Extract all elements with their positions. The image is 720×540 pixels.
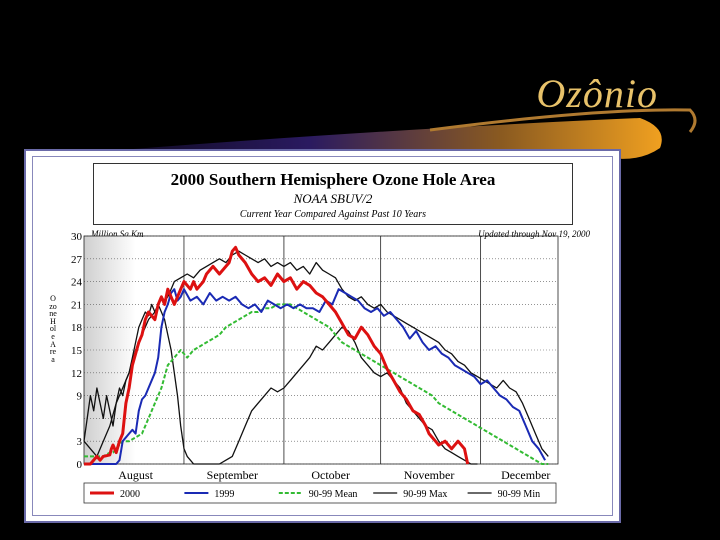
units-label: Million Sq Km — [91, 229, 144, 239]
y-tick-label: 18 — [71, 322, 83, 334]
legend-label: 90-99 Mean — [309, 489, 358, 500]
slide-title: Ozônio — [536, 71, 658, 116]
chart-title: 2000 Southern Hemisphere Ozone Hole Area — [170, 170, 496, 189]
plot-shading — [84, 236, 136, 464]
y-tick-label: 27 — [71, 254, 83, 266]
x-tick-label: November — [404, 468, 455, 482]
x-tick-label: October — [311, 468, 350, 482]
chart-title-box: 2000 Southern Hemisphere Ozone Hole Area… — [93, 163, 573, 225]
legend-label: 2000 — [120, 489, 140, 500]
chart-plot: 0 3 9 12 15 18 21 24 27 30 August September October N… — [71, 231, 559, 504]
x-tick-label: September — [207, 468, 258, 482]
chart-subtitle: NOAA SBUV/2 — [293, 191, 373, 206]
chart-frame: 2000 Southern Hemisphere Ozone Hole Area… — [32, 156, 613, 516]
legend-label: 1999 — [214, 489, 234, 500]
y-axis-label: Ozone Hole Area — [49, 294, 57, 364]
y-tick-label: 0 — [77, 459, 83, 471]
series-line-90-99-mean — [84, 303, 549, 465]
x-tick-label: August — [118, 468, 153, 482]
y-tick-label: 21 — [71, 299, 82, 311]
legend-box — [83, 482, 557, 504]
chart-subtitle-2: Current Year Compared Against Past 10 Ye… — [239, 209, 427, 220]
y-tick-label: 15 — [71, 345, 83, 357]
series-line-90-99-max — [83, 250, 549, 458]
x-tick-label: December — [501, 468, 550, 482]
y-tick-label: 3 — [77, 436, 83, 448]
series-line-2000 — [84, 245, 470, 466]
legend-label: 90-99 Max — [403, 489, 447, 500]
chart-figure: 2000 Southern Hemisphere Ozone Hole Area… — [24, 149, 621, 523]
series-line-1999 — [84, 288, 546, 465]
y-tick-label: 24 — [71, 277, 83, 289]
updated-label: Updated through Nov 19, 2000 — [478, 229, 590, 239]
y-tick-label: 9 — [77, 391, 83, 403]
plot-frame — [83, 235, 559, 465]
y-tick-label: 12 — [71, 368, 82, 380]
y-tick-label: 30 — [71, 231, 83, 243]
legend-label: 90-99 Min — [498, 489, 540, 500]
